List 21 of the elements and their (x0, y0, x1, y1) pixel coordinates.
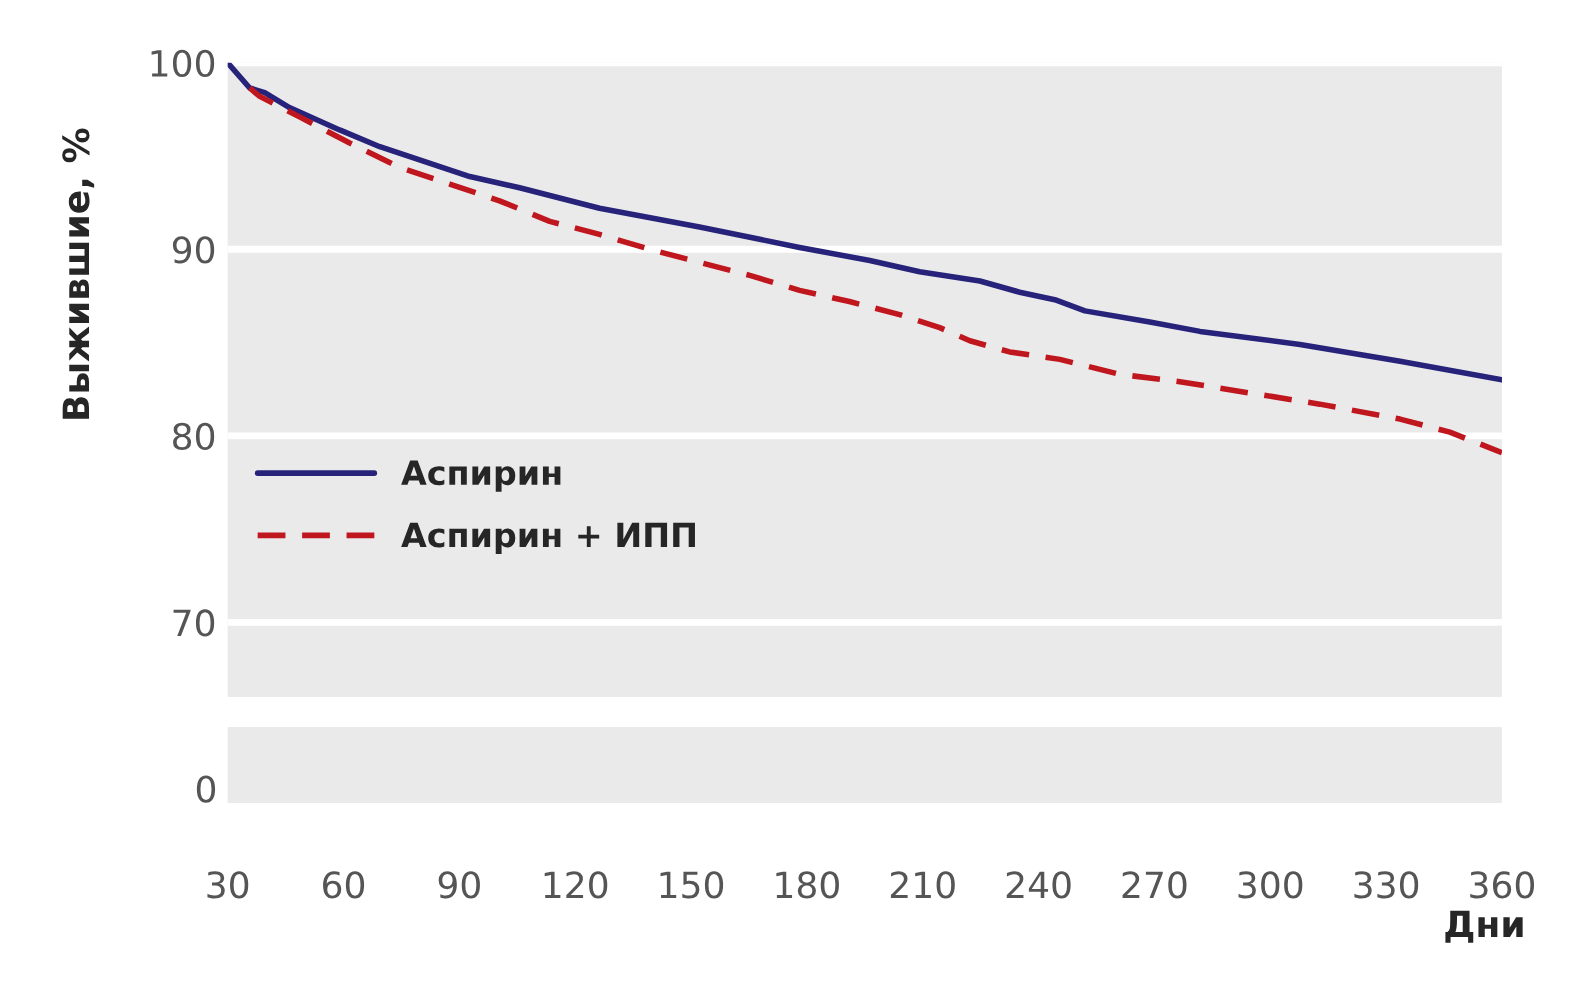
x-tick-label: 300 (1238, 871, 1303, 899)
x-tick-label: 240 (1006, 871, 1071, 899)
x-tick-label: 120 (544, 871, 608, 899)
x-tick-label: 150 (660, 871, 724, 899)
y-axis-title: Выжившие, % (62, 128, 95, 419)
x-tick-label: 210 (890, 871, 955, 899)
x-axis-title: Дни (1445, 910, 1523, 943)
x-tick-label: 330 (1354, 871, 1419, 899)
x-tick-label: 180 (776, 871, 839, 899)
legend-label: Аспирин (401, 460, 561, 492)
x-tick-label: 270 (1122, 871, 1187, 899)
y-tick-label: 80 (173, 422, 215, 451)
legend-label: Аспирин + ИПП (401, 522, 695, 554)
x-tick-label: 90 (438, 871, 480, 899)
y-tick-label: 100 (151, 49, 215, 78)
x-tick-label: 30 (207, 871, 249, 899)
x-tick-label: 360 (1470, 871, 1535, 899)
y-tick-label: 70 (173, 609, 215, 637)
y-tick-label: 90 (172, 236, 215, 264)
text: 0 (196, 775, 216, 803)
x-tick-label: 60 (323, 871, 365, 899)
